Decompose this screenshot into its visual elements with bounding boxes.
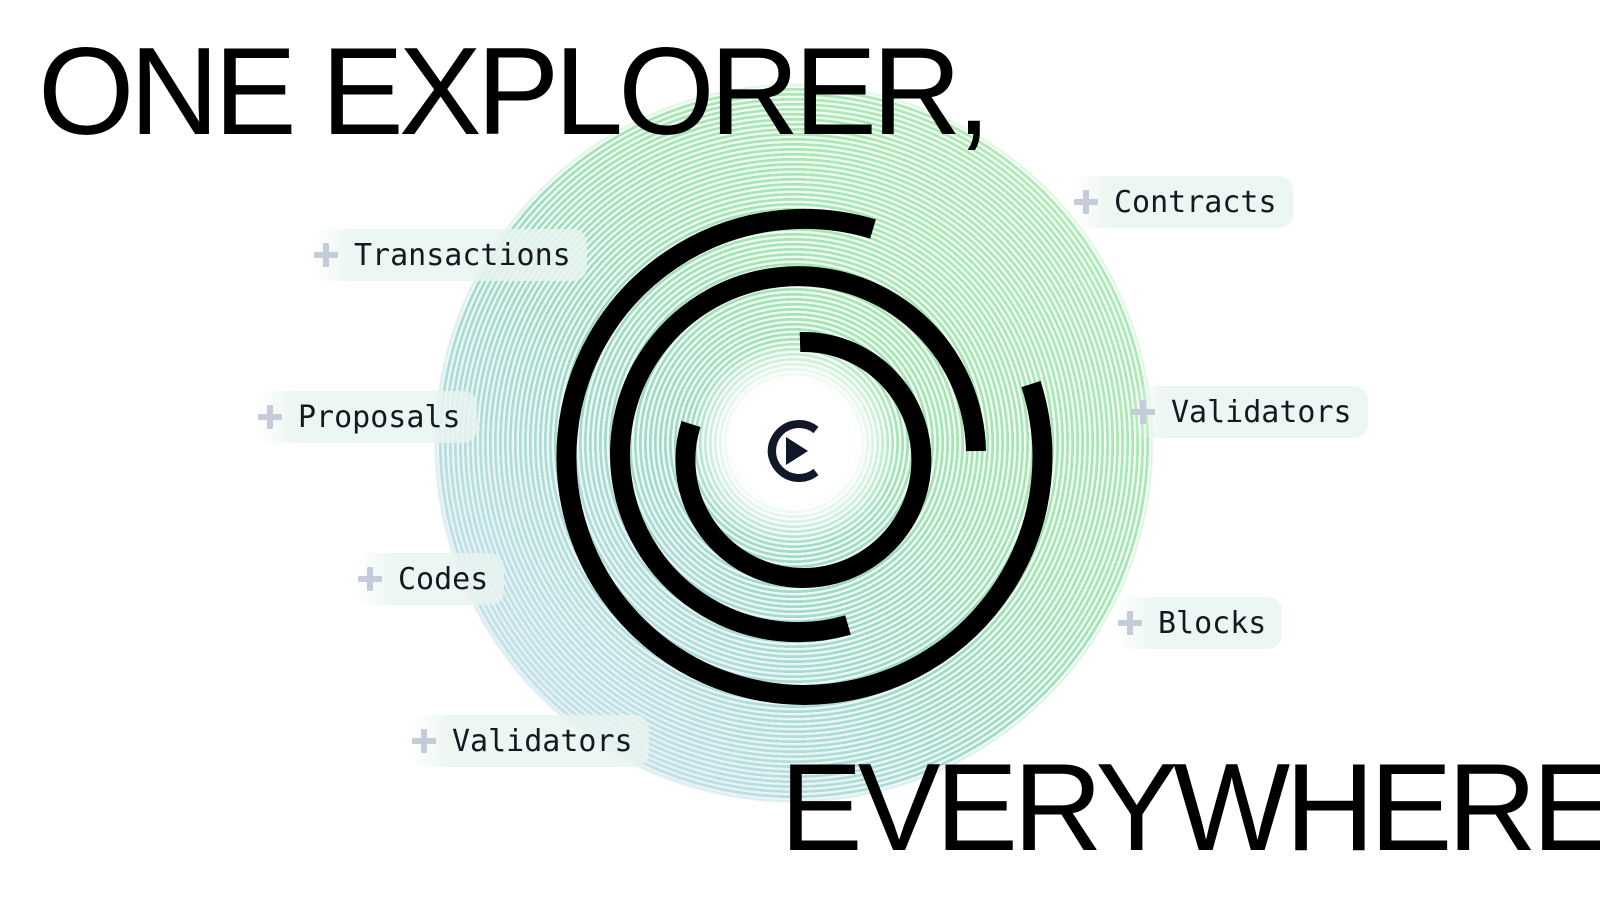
headline-line-one: ONE EXPLORER,	[38, 23, 991, 161]
tag-label: Contracts	[1114, 184, 1277, 220]
plus-icon	[258, 405, 282, 429]
tag-proposals[interactable]: Proposals	[256, 391, 477, 443]
plus-icon	[412, 729, 436, 753]
plus-icon	[1118, 611, 1142, 635]
tag-transactions[interactable]: Transactions	[312, 229, 587, 281]
tag-codes[interactable]: Codes	[356, 553, 505, 605]
tag-validators-right[interactable]: Validators	[1129, 386, 1368, 438]
inner-arc	[675, 331, 932, 588]
plus-icon	[1074, 190, 1098, 214]
tag-validators-left[interactable]: Validators	[410, 715, 649, 767]
tag-label: Validators	[452, 723, 633, 759]
tag-blocks[interactable]: Blocks	[1116, 597, 1283, 649]
c-play-logo-icon	[760, 418, 826, 484]
headline-line-two: EVERYWHERE	[780, 739, 1600, 877]
plus-icon	[314, 243, 338, 267]
tag-label: Blocks	[1158, 605, 1267, 641]
middle-arc	[610, 266, 986, 643]
plus-icon	[1131, 400, 1155, 424]
plus-icon	[358, 567, 382, 591]
tag-contracts[interactable]: Contracts	[1072, 176, 1293, 228]
tag-label: Proposals	[298, 399, 461, 435]
tag-label: Codes	[398, 561, 489, 597]
outer-arc	[556, 208, 1053, 705]
tag-label: Validators	[1171, 394, 1352, 430]
tag-label: Transactions	[354, 237, 571, 273]
